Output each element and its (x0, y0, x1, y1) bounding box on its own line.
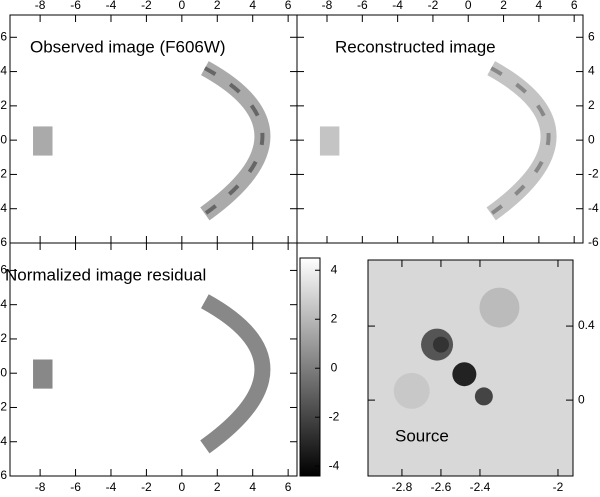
y-tick-label: -6 (588, 235, 599, 249)
colorbar-tick-label: 4 (331, 262, 338, 276)
x-tick-label: 2 (500, 0, 507, 12)
y-tick-label: 0 (588, 132, 595, 146)
x-tick-label: 4 (249, 0, 256, 12)
y-tick-label: 4 (0, 297, 7, 311)
x-tick-label: 6 (285, 480, 292, 494)
y-tick-label: 0 (0, 132, 7, 146)
y-tick-label: 2 (588, 98, 595, 112)
x-tick-label: 4 (536, 0, 543, 12)
x-tick-label: -2 (141, 480, 152, 494)
x-tick-label: 0 (179, 480, 186, 494)
x-tick-label: -2 (141, 0, 152, 12)
panel: -8 -6 -4 -2 0 2 4 6 -6 -4 -2 0 2 4 6 Observed image (F6… (0, 0, 298, 249)
counter-image (33, 359, 53, 389)
x-tick-label: -2.6 (431, 480, 452, 494)
source-blob (474, 387, 493, 406)
panel-title: Source (395, 426, 449, 445)
source-blob (452, 362, 477, 387)
y-tick-label: -4 (588, 201, 599, 215)
colorbar-tick-label: -2 (329, 409, 340, 423)
counter-image (319, 126, 340, 156)
y-tick-label: 4 (588, 64, 595, 78)
y-tick-label: 0 (578, 392, 585, 406)
y-tick-label: 2 (0, 331, 7, 345)
colorbar-tick-label: -4 (329, 458, 340, 472)
y-tick-label: -2 (0, 400, 7, 414)
y-tick-label: 6 (588, 29, 595, 43)
x-tick-label: -2.8 (392, 480, 413, 494)
y-tick-label: -6 (0, 235, 7, 249)
y-tick-label: 4 (0, 64, 7, 78)
x-tick-label: -8 (35, 0, 46, 12)
y-tick-label: 6 (0, 263, 7, 277)
y-tick-label: -2 (588, 167, 599, 181)
x-tick-label: -6 (70, 480, 81, 494)
x-tick-label: 4 (249, 480, 256, 494)
colorbar (299, 257, 321, 477)
x-tick-label: -8 (35, 480, 46, 494)
x-tick-label: -2.4 (470, 480, 491, 494)
source-blob (432, 336, 449, 353)
x-tick-label: 0 (465, 0, 472, 12)
y-tick-label: -4 (0, 434, 7, 448)
x-tick-label: 6 (571, 0, 578, 12)
y-tick-label: 0.4 (578, 318, 595, 332)
x-tick-label: 0 (179, 0, 186, 12)
panel-title: Observed image (F606W) (30, 37, 226, 56)
colorbar-tick-label: 2 (331, 311, 338, 325)
x-tick-label: -6 (357, 0, 368, 12)
y-tick-label: -6 (0, 468, 7, 482)
x-tick-label: -4 (106, 480, 117, 494)
y-tick-label: -2 (0, 167, 7, 181)
panel-frame (296, 14, 584, 244)
source-blob (393, 372, 430, 409)
y-tick-label: 2 (0, 98, 7, 112)
panel-title: Normalized image residual (5, 265, 206, 284)
x-tick-label: -2 (553, 480, 564, 494)
arc-core (490, 66, 551, 216)
x-tick-label: -4 (392, 0, 403, 12)
panel-title: Reconstructed image (335, 37, 496, 56)
colorbar-tick-label: 0 (331, 360, 338, 374)
y-tick-label: 6 (0, 29, 7, 43)
panel: -2.8 -2.6 -2.4 -2 0 0.4 Source (367, 259, 595, 494)
panel-frame (367, 259, 574, 477)
source-blob (479, 287, 520, 328)
x-tick-label: 2 (214, 480, 221, 494)
panel-frame (9, 242, 298, 477)
x-tick-label: -8 (322, 0, 333, 12)
panel: -8 -6 -4 -2 0 2 4 6 -6 -4 -2 0 2 4 6 Reconstructed imag… (296, 0, 599, 249)
arc-core (203, 66, 265, 216)
x-tick-label: -6 (70, 0, 81, 12)
x-tick-label: 6 (285, 0, 292, 12)
x-tick-label: 2 (214, 0, 221, 12)
counter-image (33, 126, 53, 156)
y-tick-label: -4 (0, 201, 7, 215)
y-tick-label: 0 (0, 365, 7, 379)
x-tick-label: -2 (428, 0, 439, 12)
arc-image (200, 294, 271, 454)
x-tick-label: -4 (106, 0, 117, 12)
